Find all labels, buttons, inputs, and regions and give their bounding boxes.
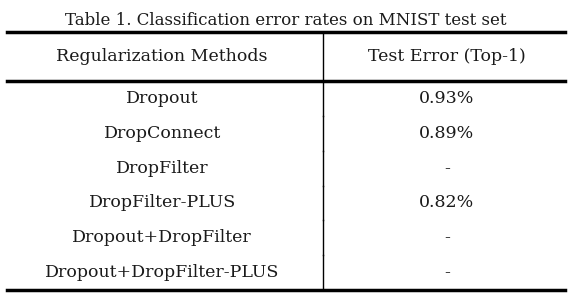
- Text: DropFilter: DropFilter: [116, 160, 209, 177]
- Text: 0.93%: 0.93%: [419, 90, 475, 107]
- Text: Dropout: Dropout: [126, 90, 198, 107]
- Text: Dropout+DropFilter-PLUS: Dropout+DropFilter-PLUS: [45, 264, 279, 281]
- Text: -: -: [444, 264, 450, 281]
- Text: Dropout+DropFilter: Dropout+DropFilter: [72, 229, 252, 246]
- Text: DropConnect: DropConnect: [104, 125, 221, 142]
- Text: Table 1. Classification error rates on MNIST test set: Table 1. Classification error rates on M…: [65, 11, 507, 29]
- Text: Test Error (Top-1): Test Error (Top-1): [368, 48, 526, 65]
- Text: 0.89%: 0.89%: [419, 125, 474, 142]
- Text: Regularization Methods: Regularization Methods: [57, 48, 268, 65]
- Text: -: -: [444, 160, 450, 177]
- Text: 0.82%: 0.82%: [419, 194, 474, 211]
- Text: DropFilter-PLUS: DropFilter-PLUS: [89, 194, 236, 211]
- Text: -: -: [444, 229, 450, 246]
